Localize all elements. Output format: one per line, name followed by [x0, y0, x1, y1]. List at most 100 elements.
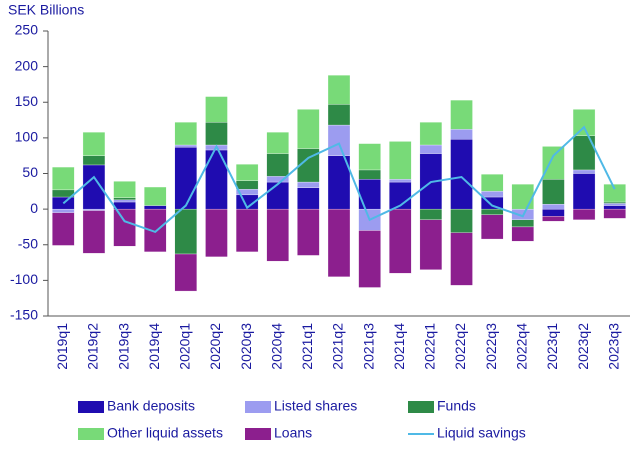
bar-segment: [113, 208, 136, 247]
bar-segment: [205, 122, 228, 146]
x-tick-label: 2019q1: [54, 323, 70, 370]
bar-segment: [113, 201, 136, 210]
y-tick-label: -50: [18, 235, 38, 251]
bar-segment: [235, 164, 259, 181]
y-tick-label: 200: [15, 57, 39, 73]
line: [62, 125, 616, 234]
bar-segment: [450, 208, 473, 233]
bar-segment: [511, 219, 534, 228]
bar-segment: [297, 208, 320, 256]
bar-segment: [358, 143, 381, 171]
bar-segment: [205, 149, 228, 210]
bar-segment: [205, 96, 228, 123]
legend-label: Liquid savings: [437, 425, 526, 441]
x-tick-label: 2023q2: [575, 323, 591, 370]
bar-segment: [542, 179, 565, 205]
x-tick-label: 2023q1: [544, 323, 560, 370]
bar-segment: [297, 187, 320, 210]
legend-swatch: [245, 428, 271, 440]
bar-segment: [358, 169, 381, 180]
x-tick-label: 2022q1: [422, 323, 438, 370]
bar-segment: [450, 139, 473, 210]
bar-segment: [235, 180, 259, 190]
legend-label: Funds: [437, 398, 476, 414]
x-tick-label: 2021q1: [299, 323, 315, 370]
y-tick-label: -100: [10, 271, 38, 287]
bar-segment: [205, 208, 228, 258]
bar-segment: [144, 205, 167, 210]
bar-segment: [542, 208, 565, 217]
bar-segment: [603, 201, 626, 204]
bar-segment: [511, 226, 534, 242]
bar-segment: [358, 230, 381, 288]
bar-segment: [174, 144, 197, 148]
y-axis-label: SEK Billions: [8, 2, 84, 18]
bar-segment: [419, 219, 443, 270]
bar-segment: [542, 216, 565, 222]
bar-segment: [603, 208, 626, 219]
bar-segment: [572, 208, 596, 220]
bar-segment: [358, 179, 381, 210]
bar-segment: [450, 129, 473, 140]
x-tick-label: 2020q4: [268, 323, 284, 370]
bar-segment: [572, 169, 596, 174]
x-tick-label: 2022q3: [483, 323, 499, 370]
legend-label: Listed shares: [274, 398, 357, 414]
legend-label: Bank deposits: [107, 398, 195, 414]
bar-segment: [174, 146, 197, 210]
bar-segment: [419, 144, 443, 154]
y-tick-label: 0: [30, 200, 38, 216]
bar-segment: [327, 124, 351, 156]
bar-segment: [450, 99, 473, 130]
bar-segment: [603, 184, 626, 203]
x-tick-label: 2022q4: [513, 323, 529, 370]
x-tick-label: 2019q4: [146, 323, 162, 370]
bar-segment: [511, 184, 534, 210]
bar-segment: [82, 208, 106, 211]
bar-segment: [113, 199, 136, 203]
bar-segment: [450, 232, 473, 286]
bar-segment: [174, 122, 197, 146]
y-tick-label: 150: [15, 93, 39, 109]
bar-segment: [481, 208, 504, 215]
bar-segment: [297, 181, 320, 188]
bar-segment: [419, 122, 443, 146]
bar-segment: [603, 203, 626, 206]
bar-segment: [389, 208, 412, 274]
bar-segment: [144, 208, 167, 253]
x-tick-label: 2019q2: [85, 323, 101, 370]
bar-segment: [481, 191, 504, 198]
bar-segment: [389, 179, 412, 183]
bar-segment: [572, 109, 596, 136]
bar-segment: [481, 214, 504, 240]
legend-label: Other liquid assets: [107, 425, 223, 441]
bar-segment: [266, 132, 289, 154]
bar-segment: [82, 210, 106, 254]
bar-segment: [542, 203, 565, 210]
bar-segment: [603, 205, 626, 210]
bar-segment: [327, 75, 351, 105]
bar-segment: [297, 109, 320, 149]
bar-segment: [266, 181, 289, 210]
bar-segment: [113, 197, 136, 201]
bar-segment: [266, 153, 289, 177]
legend-label: Loans: [274, 425, 312, 441]
bar-segment: [327, 208, 351, 277]
legend-swatch: [78, 401, 104, 413]
x-tick-label: 2019q3: [115, 323, 131, 370]
x-tick-label: 2020q3: [238, 323, 254, 370]
y-tick-label: 100: [15, 129, 39, 145]
bar-segment: [82, 155, 106, 166]
bar-segment: [542, 146, 565, 180]
bar-segment: [389, 141, 412, 180]
x-tick-label: 2022q2: [452, 323, 468, 370]
bar-segment: [52, 166, 75, 191]
bar-segment: [144, 186, 167, 206]
x-tick-label: 2021q4: [391, 323, 407, 370]
legend-swatch: [408, 401, 434, 413]
y-tick-label: -150: [10, 307, 38, 323]
bar-segment: [481, 174, 504, 192]
bar-segment: [174, 208, 197, 255]
legend-swatch: [245, 401, 271, 413]
